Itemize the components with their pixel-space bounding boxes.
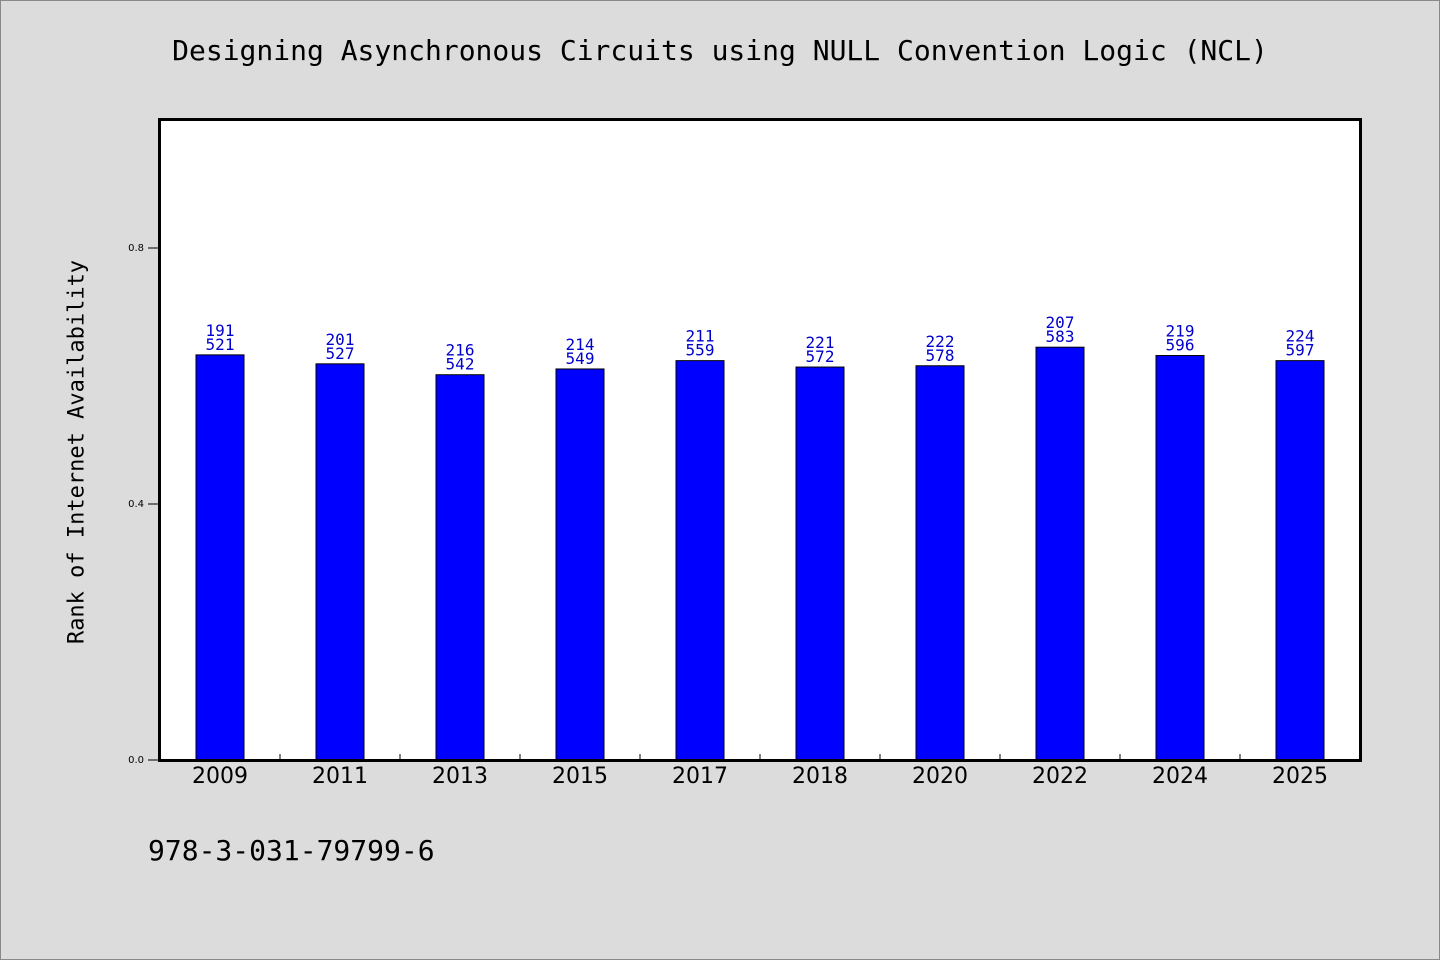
bar-label-top: 216 bbox=[446, 341, 475, 360]
bar bbox=[795, 366, 845, 761]
bar-label-bottom: 572 bbox=[806, 347, 835, 366]
y-tick-label: 0.4 bbox=[128, 499, 144, 510]
bar bbox=[555, 368, 605, 761]
bar bbox=[1035, 346, 1085, 761]
bar-label-top: 219 bbox=[1166, 322, 1195, 341]
bar-label-top: 191 bbox=[206, 321, 235, 340]
bar-label-bottom: 549 bbox=[566, 349, 595, 368]
x-tick-label: 2022 bbox=[1032, 764, 1088, 789]
bar-label-top: 207 bbox=[1046, 313, 1075, 332]
bar bbox=[315, 363, 365, 761]
y-tick-label: 0.0 bbox=[128, 755, 144, 766]
x-tick-label: 2013 bbox=[432, 764, 488, 789]
isbn-text: 978-3-031-79799-6 bbox=[148, 834, 435, 867]
bar-label-top: 214 bbox=[566, 335, 595, 354]
x-tick-label: 2015 bbox=[552, 764, 608, 789]
x-tick-label: 2025 bbox=[1272, 764, 1328, 789]
bar-label-bottom: 597 bbox=[1286, 341, 1315, 360]
bar bbox=[1155, 355, 1205, 761]
bar-label-top: 201 bbox=[326, 330, 355, 349]
plot-border bbox=[158, 118, 1362, 762]
x-tick-label: 2020 bbox=[912, 764, 968, 789]
bar-label-bottom: 542 bbox=[446, 355, 475, 374]
bar-label-bottom: 521 bbox=[206, 335, 235, 354]
x-tick-label: 2024 bbox=[1152, 764, 1208, 789]
bar-label-bottom: 527 bbox=[326, 344, 355, 363]
x-tick-label: 2009 bbox=[192, 764, 248, 789]
bar-label-top: 224 bbox=[1286, 327, 1315, 346]
bar-label-bottom: 596 bbox=[1166, 336, 1195, 355]
bar-label-bottom: 559 bbox=[686, 341, 715, 360]
bar bbox=[675, 360, 725, 761]
bar bbox=[435, 374, 485, 761]
bars-layer bbox=[195, 346, 1325, 761]
y-tick-label: 0.8 bbox=[128, 243, 144, 254]
bar-label-top: 221 bbox=[806, 333, 835, 352]
bar-label-bottom: 583 bbox=[1046, 327, 1075, 346]
bar-label-bottom: 578 bbox=[926, 346, 955, 365]
bar bbox=[915, 365, 965, 761]
bar bbox=[1275, 360, 1325, 761]
x-tick-label: 2011 bbox=[312, 764, 368, 789]
bar bbox=[195, 354, 245, 761]
chart-title: Designing Asynchronous Circuits using NU… bbox=[172, 34, 1268, 67]
bar-label-top: 222 bbox=[926, 332, 955, 351]
x-tick-label: 2017 bbox=[672, 764, 728, 789]
axis-layer: 2009 2011 2013 2015 2017 2018 2020 2022 2024 2025… bbox=[128, 243, 1328, 789]
bar-label-top: 211 bbox=[686, 327, 715, 346]
x-tick-label: 2018 bbox=[792, 764, 848, 789]
